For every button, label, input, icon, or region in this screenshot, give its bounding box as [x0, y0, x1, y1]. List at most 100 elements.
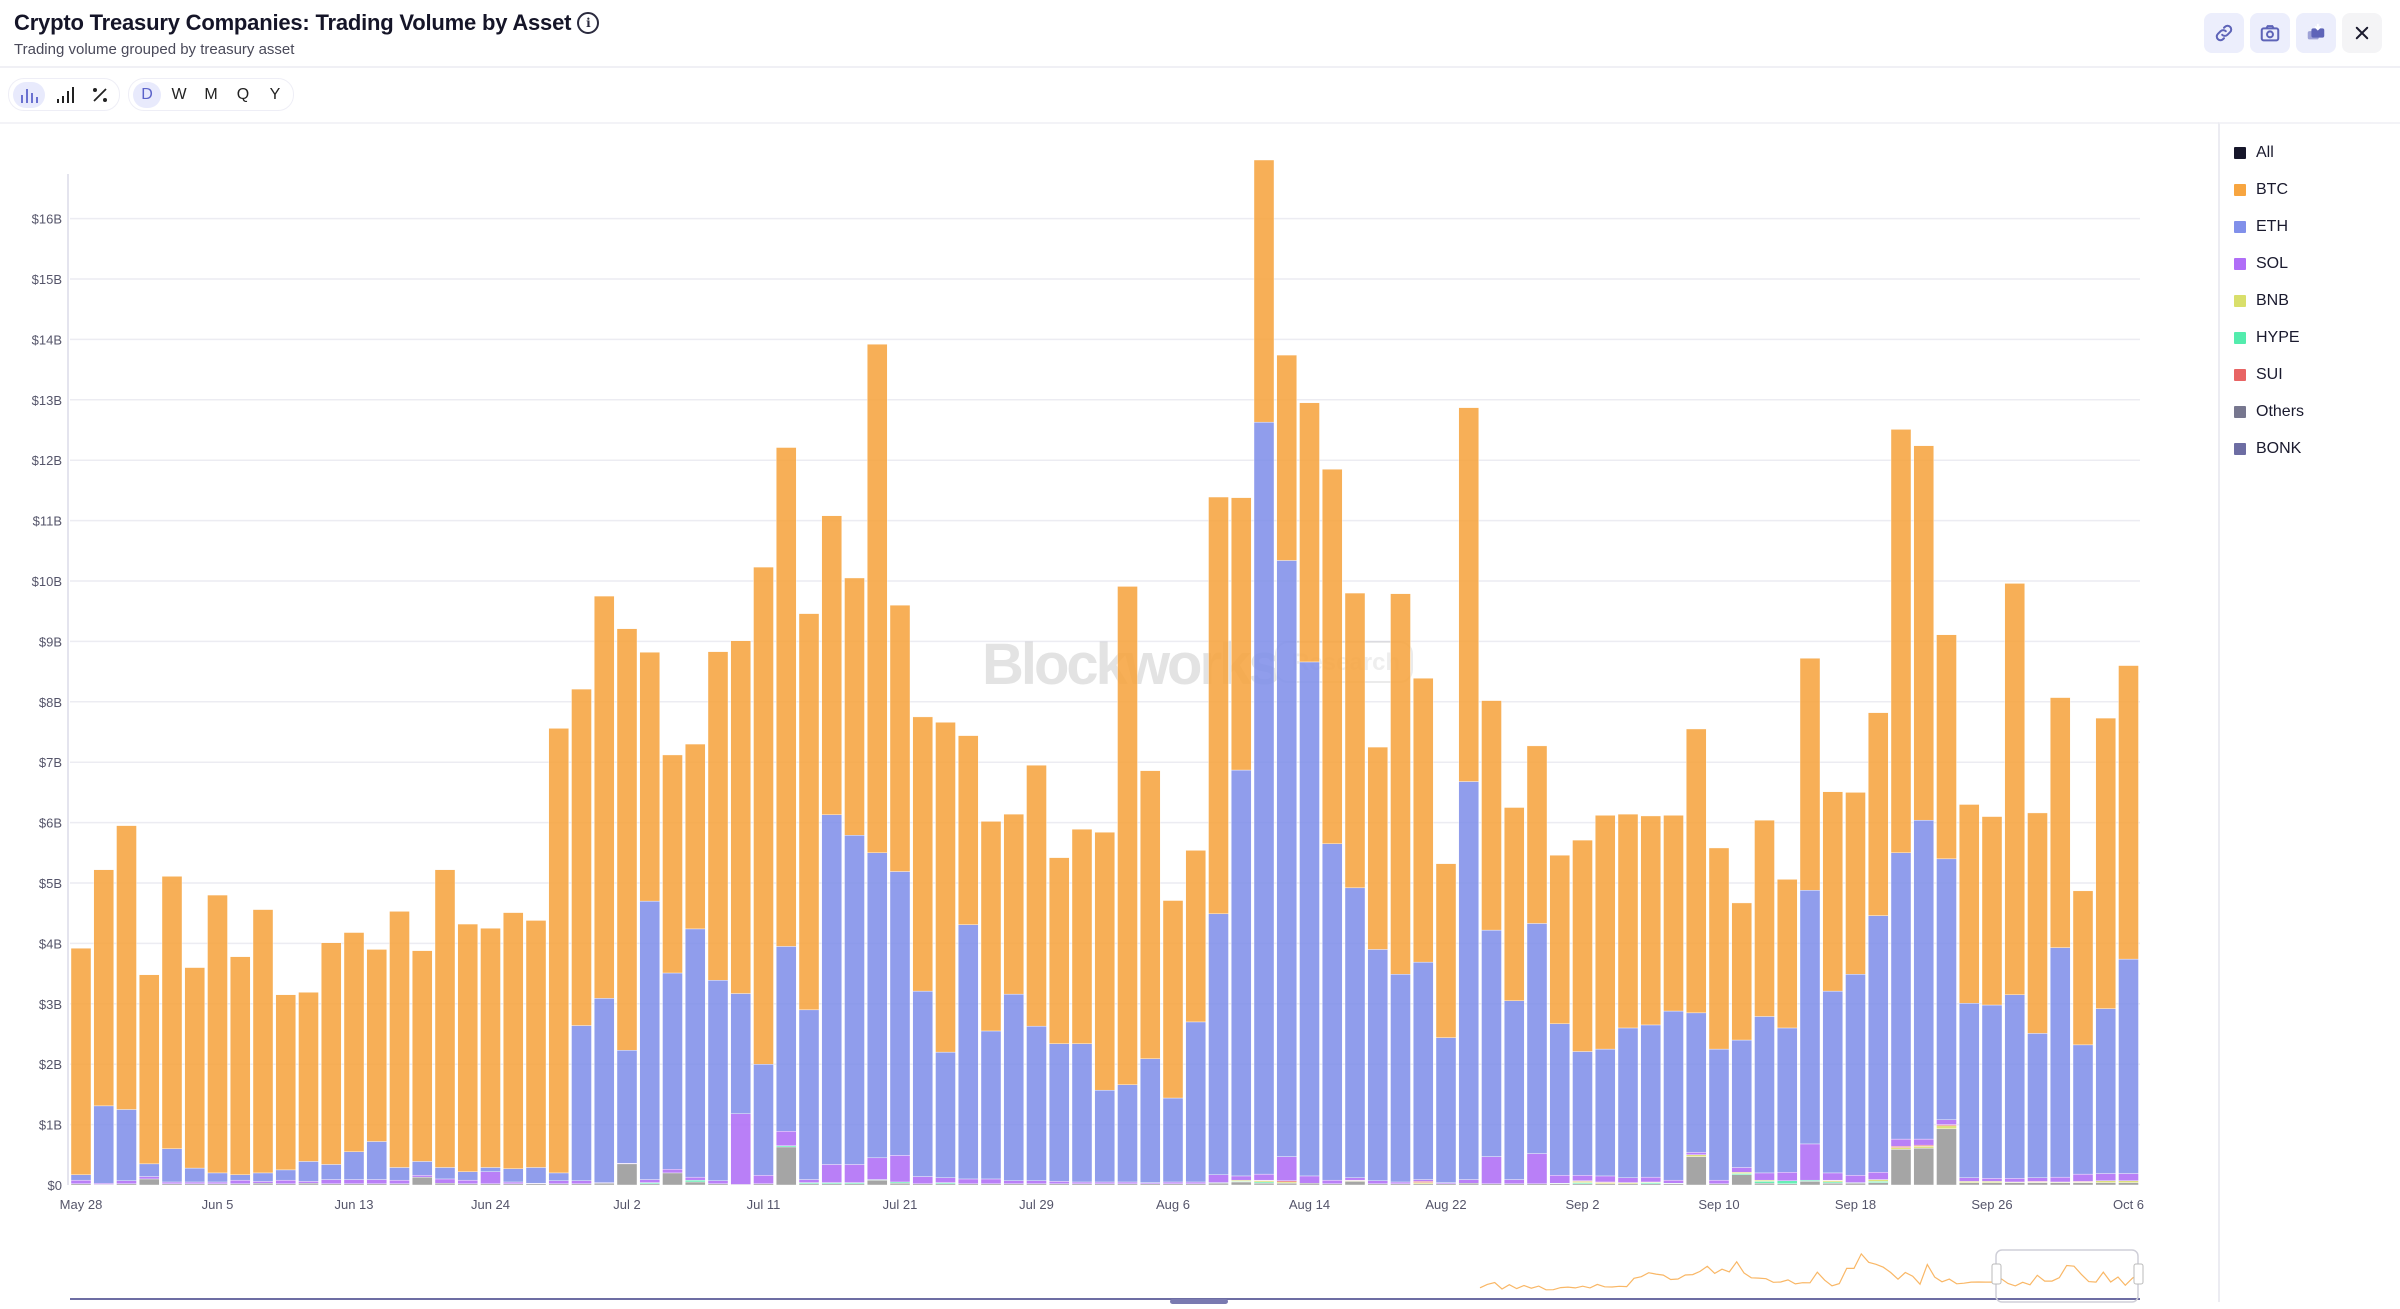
bar-stack[interactable] [1663, 815, 1684, 1186]
bar-stack[interactable] [503, 912, 524, 1186]
legend-item-hype[interactable]: HYPE [2234, 319, 2400, 356]
bar-stack[interactable] [1094, 832, 1115, 1186]
bar-stack[interactable] [685, 743, 706, 1186]
bar-stack[interactable] [1435, 863, 1457, 1186]
bar-stack[interactable] [2027, 812, 2048, 1186]
bar-stack[interactable] [1981, 816, 2003, 1186]
legend-item-all[interactable]: All [2234, 134, 2400, 171]
bar-stack[interactable] [776, 447, 797, 1186]
interval-w-button[interactable]: W [171, 85, 187, 103]
copy-link-button[interactable] [2204, 13, 2244, 53]
bar-stack[interactable] [867, 344, 888, 1186]
percent-button[interactable] [85, 82, 115, 108]
bar-stack[interactable] [2072, 890, 2094, 1186]
bar-stack[interactable] [1185, 850, 1206, 1186]
bar-stack[interactable] [343, 932, 365, 1186]
bar-stack[interactable] [1299, 402, 1320, 1186]
download-button[interactable] [2296, 13, 2336, 53]
bar-stack[interactable] [457, 923, 478, 1186]
legend-item-btc[interactable]: BTC [2234, 171, 2400, 208]
bar-stack[interactable] [1208, 496, 1229, 1186]
bar-stack[interactable] [730, 640, 751, 1186]
navigator-right-handle[interactable] [2133, 1263, 2144, 1285]
legend-item-others[interactable]: Others [2234, 393, 2400, 430]
bar-stack[interactable] [889, 604, 911, 1186]
bar-stack[interactable] [1572, 839, 1593, 1186]
bar-stack[interactable] [1413, 678, 1434, 1186]
bar-stack[interactable] [2118, 665, 2139, 1186]
bar-stack[interactable] [184, 967, 205, 1186]
bar-stack[interactable] [366, 949, 387, 1186]
bar-stack[interactable] [616, 628, 638, 1186]
bar-stack[interactable] [434, 869, 456, 1186]
bar-stack[interactable] [1708, 847, 1730, 1186]
stacked-bar-button[interactable] [13, 81, 45, 108]
bar-stack[interactable] [70, 948, 92, 1186]
bar-stack[interactable] [321, 942, 342, 1186]
bar-stack[interactable] [1390, 593, 1411, 1186]
bar-stack[interactable] [207, 894, 228, 1186]
bar-stack[interactable] [639, 652, 660, 1186]
bar-stack[interactable] [480, 928, 501, 1186]
bar-stack[interactable] [1481, 700, 1502, 1186]
bar-stack[interactable] [1617, 813, 1639, 1186]
bar-stack[interactable] [1504, 807, 1525, 1186]
bar-stack[interactable] [594, 595, 615, 1186]
bar-stack[interactable] [1367, 746, 1388, 1186]
range-navigator[interactable] [70, 1249, 2144, 1304]
bar-stack[interactable] [389, 911, 410, 1186]
bar-stack[interactable] [1140, 770, 1161, 1186]
bar-stack[interactable] [1026, 765, 1047, 1186]
bar-stack[interactable] [1458, 407, 1479, 1186]
bar-stack[interactable] [1117, 586, 1138, 1186]
bar-stack[interactable] [1276, 354, 1297, 1186]
bar-stack[interactable] [1595, 815, 1616, 1186]
navigator-window[interactable] [1995, 1249, 2139, 1303]
bar-stack[interactable] [1526, 745, 1548, 1186]
bar-stack[interactable] [707, 651, 729, 1186]
bar-stack[interactable] [821, 515, 842, 1186]
bar-stack[interactable] [252, 909, 274, 1186]
bar-stack[interactable] [93, 869, 114, 1186]
bar-stack[interactable] [1231, 497, 1252, 1186]
info-icon[interactable]: i [577, 12, 600, 34]
bar-stack[interactable] [1162, 900, 1184, 1186]
bar-stack[interactable] [1049, 857, 1070, 1186]
bar-stack[interactable] [1253, 159, 1275, 1186]
bar-stack[interactable] [116, 825, 137, 1186]
bar-chart-button[interactable] [49, 82, 81, 108]
stacked-bar-chart[interactable]: $0 $1B $2B $3B $4B $5B $6B $7B $8B $9B $10B $11B $12… [0, 124, 2218, 1304]
close-button[interactable] [2342, 13, 2382, 53]
bar-stack[interactable] [161, 876, 183, 1186]
bar-stack[interactable] [1549, 855, 1570, 1186]
bar-stack[interactable] [1071, 829, 1093, 1186]
bar-stack[interactable] [1640, 815, 1661, 1186]
bar-stack[interactable] [1754, 819, 1775, 1186]
bar-stack[interactable] [1890, 429, 1912, 1186]
bar-stack[interactable] [412, 950, 433, 1186]
bar-stack[interactable] [2095, 717, 2116, 1186]
bar-stack[interactable] [1686, 728, 1707, 1186]
interval-m-button[interactable]: M [204, 85, 218, 103]
bar-stack[interactable] [1936, 634, 1957, 1186]
interval-q-button[interactable]: Q [236, 85, 250, 103]
bar-stack[interactable] [1731, 902, 1752, 1186]
bar-stack[interactable] [1344, 592, 1366, 1186]
bar-stack[interactable] [844, 577, 865, 1186]
legend-item-sui[interactable]: SUI [2234, 356, 2400, 393]
bar-stack[interactable] [275, 994, 296, 1186]
bar-stack[interactable] [548, 728, 569, 1186]
legend-item-eth[interactable]: ETH [2234, 208, 2400, 245]
bar-stack[interactable] [1322, 469, 1343, 1186]
bar-stack[interactable] [1913, 445, 1934, 1186]
legend-item-bonk[interactable]: BONK [2234, 430, 2400, 467]
interval-d-button[interactable]: D [133, 81, 161, 108]
bar-stack[interactable] [525, 920, 547, 1186]
legend-item-bnb[interactable]: BNB [2234, 282, 2400, 319]
bar-stack[interactable] [298, 992, 319, 1186]
bar-stack[interactable] [798, 613, 820, 1186]
bar-stack[interactable] [1777, 879, 1798, 1186]
bar-stack[interactable] [1003, 813, 1024, 1186]
bar-stack[interactable] [1799, 658, 1821, 1186]
bar-stack[interactable] [935, 722, 956, 1186]
